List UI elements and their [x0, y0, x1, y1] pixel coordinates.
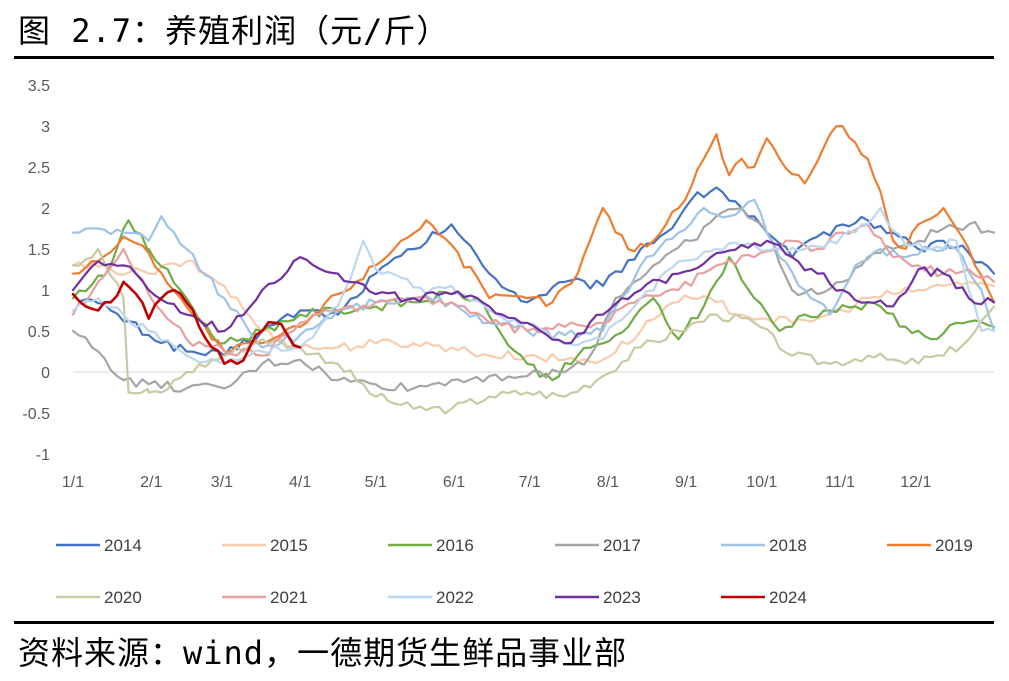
- legend-label-2020: 2020: [104, 588, 142, 607]
- plot-area: [71, 124, 996, 415]
- legend-label-2022: 2022: [436, 588, 474, 607]
- y-tick-label: 3.5: [28, 78, 50, 95]
- title-rule: [14, 56, 994, 59]
- x-tick-label: 6/1: [443, 474, 465, 491]
- series-line-2018: [71, 198, 996, 349]
- x-tick-label: 11/1: [825, 474, 855, 491]
- series-line-2022: [71, 206, 996, 365]
- legend-label-2017: 2017: [603, 536, 641, 555]
- source-note: 资料来源：wind，一德期货生鲜品事业部: [18, 634, 628, 672]
- y-tick-label: 1: [41, 283, 50, 300]
- y-tick-label: 0: [41, 365, 50, 382]
- x-tick-label: 10/1: [746, 474, 777, 491]
- legend-label-2021: 2021: [270, 588, 308, 607]
- x-tick-label: 8/1: [597, 474, 619, 491]
- series-line-2015: [71, 259, 996, 365]
- legend-label-2019: 2019: [935, 536, 973, 555]
- series-line-2024: [71, 280, 302, 366]
- y-tick-label: -0.5: [22, 406, 50, 423]
- x-tick-label: 9/1: [675, 474, 697, 491]
- x-tick-label: 7/1: [519, 474, 541, 491]
- series-line-2019: [71, 124, 996, 353]
- legend-label-2018: 2018: [769, 536, 807, 555]
- legend: 2014 2015 2016 2017 2018 2019 2020 2021 2022 2023…: [56, 536, 973, 607]
- y-tick-label: 2.5: [28, 160, 50, 177]
- series-line-2020: [71, 247, 996, 415]
- x-tick-label: 5/1: [365, 474, 387, 491]
- y-tick-label: 1.5: [28, 242, 50, 259]
- series-line-2017: [71, 206, 996, 393]
- source-rule: [14, 621, 994, 624]
- y-tick-label: 3: [41, 119, 50, 136]
- x-axis: 1/1 2/1 3/1 4/1 5/1 6/1 7/1 8/1 9/1 10/1 11/1 12/1: [62, 474, 932, 491]
- series-line-2021: [71, 223, 996, 357]
- series-line-2016: [71, 219, 996, 382]
- series-line-2014: [71, 186, 996, 357]
- y-tick-label: -1: [36, 447, 50, 464]
- series-line-2023: [71, 239, 996, 345]
- x-tick-label: 12/1: [900, 474, 931, 491]
- y-tick-label: 0.5: [28, 324, 50, 341]
- legend-label-2016: 2016: [436, 536, 474, 555]
- legend-label-2024: 2024: [769, 588, 807, 607]
- legend-label-2014: 2014: [104, 536, 142, 555]
- x-tick-label: 2/1: [140, 474, 162, 491]
- x-tick-label: 4/1: [289, 474, 311, 491]
- y-tick-label: 2: [41, 201, 50, 218]
- y-axis: 3.5 3 2.5 2 1.5 1 0.5 0 -0.5 -1: [22, 78, 50, 464]
- legend-label-2015: 2015: [270, 536, 308, 555]
- legend-label-2023: 2023: [603, 588, 641, 607]
- figure-title: 图 2.7：养殖利润（元/斤）: [18, 12, 450, 50]
- x-tick-label: 3/1: [211, 474, 233, 491]
- x-tick-label: 1/1: [62, 474, 84, 491]
